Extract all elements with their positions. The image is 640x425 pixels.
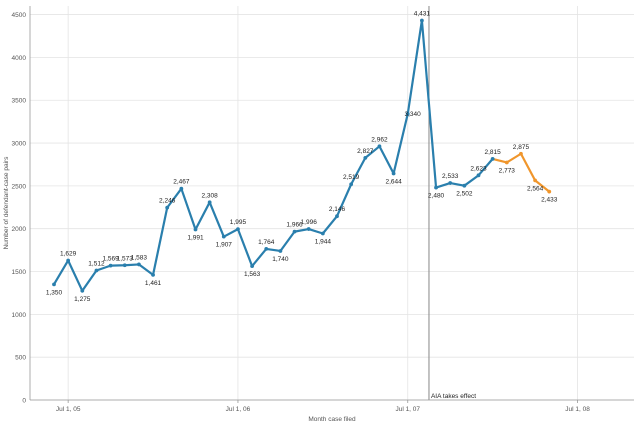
data-label: 4,431 <box>414 10 431 17</box>
data-point <box>264 247 269 251</box>
data-label: 1,512 <box>88 260 105 267</box>
data-label: 2,146 <box>329 206 346 213</box>
axes <box>29 6 634 403</box>
y-tick-label: 4500 <box>12 12 27 19</box>
data-label: 2,623 <box>470 165 487 172</box>
y-tick-label: 0 <box>22 398 26 405</box>
x-tick-label: Jul 1, 07 <box>395 406 420 413</box>
data-point <box>236 227 240 232</box>
data-point <box>504 160 509 165</box>
data-label: 1,573 <box>117 255 134 262</box>
y-tick-label: 4000 <box>12 55 27 62</box>
data-point <box>179 186 184 191</box>
data-label: 1,907 <box>216 242 233 249</box>
y-tick-label: 3000 <box>12 141 27 148</box>
data-label: 1,461 <box>145 280 162 287</box>
data-point <box>547 189 552 194</box>
data-label: 3,340 <box>404 111 421 118</box>
data-label: 1,629 <box>60 250 77 257</box>
data-point <box>391 171 396 176</box>
data-point <box>108 263 113 268</box>
data-point <box>207 200 212 205</box>
data-point <box>292 229 297 234</box>
data-point <box>377 144 382 149</box>
data-label: 1,740 <box>272 256 289 263</box>
data-point <box>476 173 481 178</box>
x-axis-title: Month case filed <box>308 416 356 423</box>
y-tick-label: 1000 <box>12 312 27 319</box>
data-point <box>52 282 56 287</box>
data-point <box>122 263 127 268</box>
data-label: 1,583 <box>131 254 148 261</box>
data-point <box>137 262 141 267</box>
gridlines <box>30 6 634 401</box>
data-label: 2,519 <box>343 174 360 181</box>
tick-labels: 0 500 1000 1500 2000 2500 3000 3500 4000 4500 Jul … <box>12 12 591 413</box>
data-points <box>52 18 552 293</box>
x-tick-label: Jul 1, 08 <box>565 406 590 413</box>
data-label: 1,563 <box>244 271 261 278</box>
y-tick-label: 3500 <box>12 98 27 105</box>
data-label: 2,773 <box>499 167 516 174</box>
data-label: 1,764 <box>258 239 275 246</box>
data-point <box>278 249 283 253</box>
y-tick-label: 500 <box>15 355 26 362</box>
data-point <box>193 227 198 232</box>
data-point <box>420 18 424 23</box>
x-tick-label: Jul 1, 05 <box>56 406 81 413</box>
data-label: 2,308 <box>202 192 219 199</box>
data-label: 2,815 <box>485 149 502 156</box>
data-point <box>533 178 537 183</box>
y-tick-label: 2000 <box>12 226 27 233</box>
data-label: 2,467 <box>173 179 190 186</box>
data-point <box>349 182 354 187</box>
data-label: 2,246 <box>159 198 176 205</box>
data-label: 2,433 <box>541 197 558 204</box>
series-1-line <box>53 19 494 292</box>
data-point <box>306 227 311 231</box>
series-lines <box>53 19 550 292</box>
aia-annotation-label: AIA takes effect <box>431 393 476 400</box>
y-axis-title: Number of defendant-case pairs <box>3 156 10 250</box>
data-point <box>405 112 410 116</box>
data-label: 1,275 <box>74 296 91 303</box>
data-point <box>221 234 226 239</box>
data-point <box>151 272 155 277</box>
data-label: 2,564 <box>527 185 544 192</box>
data-point <box>448 181 453 185</box>
data-label: 2,962 <box>371 136 388 143</box>
data-label: 2,644 <box>385 179 402 186</box>
data-point <box>519 151 523 156</box>
data-label: 2,480 <box>428 193 445 200</box>
data-label: 1,991 <box>187 234 204 241</box>
y-tick-label: 1500 <box>12 269 27 276</box>
data-point <box>434 185 438 190</box>
data-point <box>335 214 339 219</box>
x-tick-label: Jul 1, 06 <box>226 406 251 413</box>
data-label: 2,502 <box>456 191 473 198</box>
data-label: 2,875 <box>513 144 530 151</box>
data-label: 1,944 <box>315 238 332 245</box>
data-label: 1,995 <box>230 219 247 226</box>
data-point <box>80 288 85 293</box>
data-point <box>490 156 495 161</box>
data-point <box>363 155 368 160</box>
data-label: 2,533 <box>442 173 459 180</box>
data-point <box>462 183 467 188</box>
data-point <box>320 231 325 236</box>
y-tick-label: 2500 <box>12 183 27 190</box>
data-label: 1,966 <box>286 222 303 229</box>
data-point <box>165 205 170 210</box>
data-point <box>66 258 71 263</box>
data-label: 2,827 <box>357 148 374 155</box>
data-label: 1,350 <box>46 289 63 296</box>
data-point <box>250 264 255 269</box>
data-label: 1,996 <box>301 219 318 226</box>
data-point <box>94 268 99 273</box>
data-label: 1,569 <box>102 256 119 263</box>
